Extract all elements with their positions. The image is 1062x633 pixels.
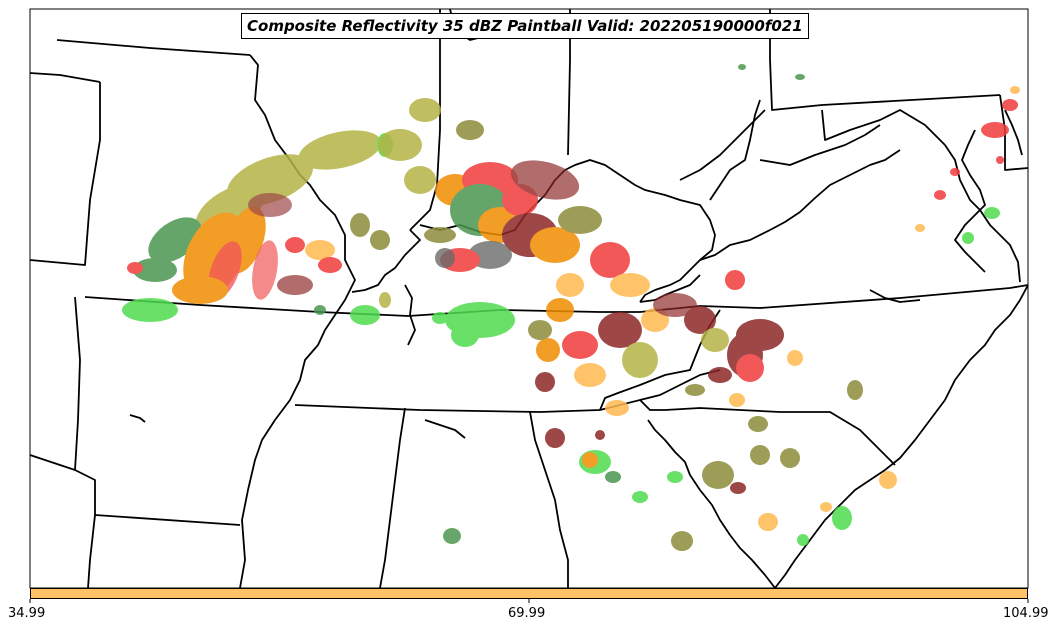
colorbar-tick-label-max: 104.99 (1003, 606, 1049, 621)
blob (915, 224, 925, 232)
blob (738, 64, 746, 70)
blob (632, 491, 648, 503)
blob (671, 531, 693, 551)
blob (285, 237, 305, 253)
blob (950, 168, 960, 176)
blob (730, 482, 746, 494)
blob (314, 305, 326, 315)
blob (451, 323, 479, 347)
blob (133, 258, 177, 282)
blob (622, 342, 658, 378)
blob (605, 400, 629, 416)
blob (172, 276, 228, 304)
blob (536, 338, 560, 362)
blob (795, 74, 805, 80)
blob (736, 354, 764, 382)
blob (725, 270, 745, 290)
blob (729, 393, 745, 407)
blob (598, 312, 642, 348)
blob (556, 273, 584, 297)
blob (277, 275, 313, 295)
blob (610, 273, 650, 297)
blob (370, 230, 390, 250)
blob (1002, 99, 1018, 111)
blob (432, 312, 448, 324)
blob (409, 98, 441, 122)
blob (535, 372, 555, 392)
blob (787, 350, 803, 366)
blob (404, 166, 436, 194)
blob (605, 471, 621, 483)
blob (780, 448, 800, 468)
blob (379, 292, 391, 308)
blob (562, 331, 598, 359)
blob (122, 298, 178, 322)
reflectivity-blobs (122, 64, 1020, 551)
blob (350, 305, 380, 325)
blob (545, 428, 565, 448)
blob (748, 416, 768, 432)
blob (546, 298, 574, 322)
blob (350, 213, 370, 237)
blob (684, 306, 716, 334)
blob (510, 160, 580, 200)
blob (252, 240, 278, 300)
blob (981, 122, 1009, 138)
blob (305, 240, 335, 260)
blob (758, 513, 778, 531)
blob (962, 232, 974, 244)
blob (248, 193, 292, 217)
blob (298, 130, 382, 170)
blob (318, 257, 342, 273)
blob (879, 471, 897, 489)
blob (847, 380, 863, 400)
blob (378, 129, 422, 161)
colorbar-tick-label-mid: 69.99 (508, 606, 546, 621)
blob (832, 506, 852, 530)
blob (456, 120, 484, 140)
blob (530, 227, 580, 263)
blob (667, 471, 683, 483)
blob (701, 328, 729, 352)
blob (736, 319, 784, 351)
blob (750, 445, 770, 465)
blob (582, 452, 598, 468)
blob (595, 430, 605, 440)
blob (443, 528, 461, 544)
blob (127, 262, 143, 274)
blob (1010, 86, 1020, 94)
blob (702, 461, 734, 489)
blob (653, 293, 697, 317)
blob (708, 367, 732, 383)
blob (528, 320, 552, 340)
blob (820, 502, 832, 512)
blob (797, 534, 809, 546)
blob (424, 227, 456, 243)
blob (984, 207, 1000, 219)
blob (685, 384, 705, 396)
blob (574, 363, 606, 387)
blob (934, 190, 946, 200)
colorbar-tick-label-min: 34.99 (8, 606, 46, 621)
blob (435, 248, 455, 268)
blob (996, 156, 1004, 164)
blob (590, 242, 630, 278)
blob (558, 206, 602, 234)
colorbar (30, 588, 1028, 599)
map-title: Composite Reflectivity 35 dBZ Paintball … (241, 13, 809, 39)
